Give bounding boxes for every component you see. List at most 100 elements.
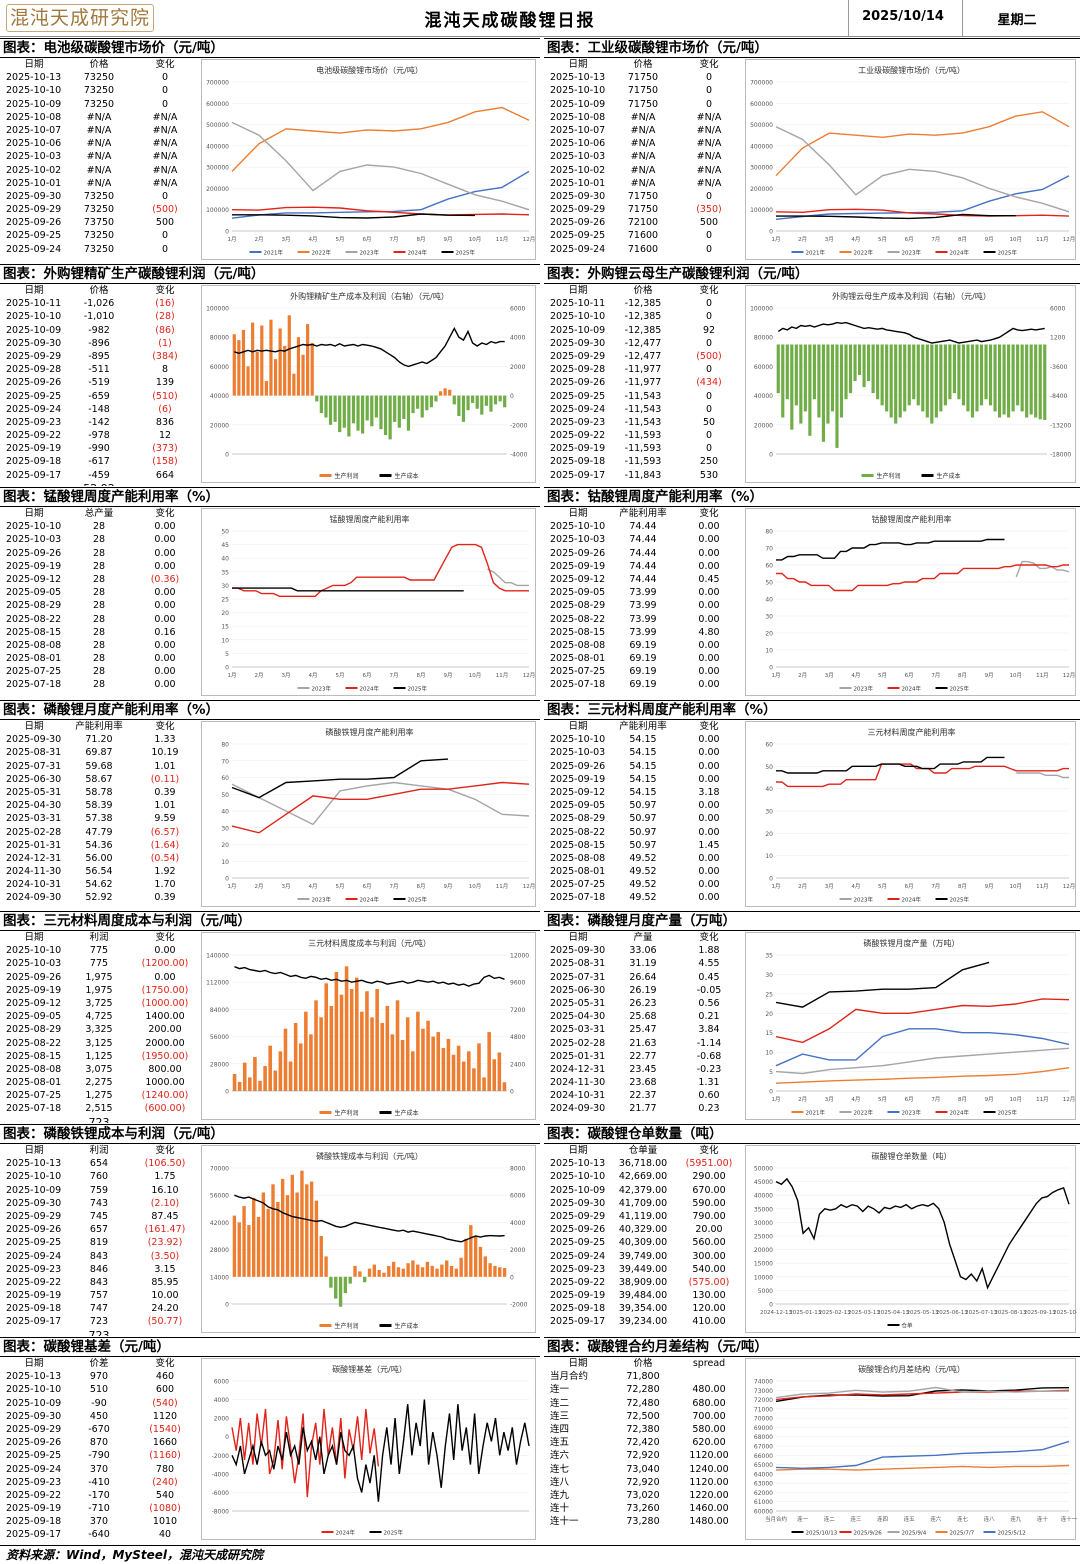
panel-title: 图表：碳酸锂基差（元/吨）	[0, 1337, 540, 1357]
x-tick-label: 3月	[825, 236, 834, 243]
panel-p1: 图表：电池级碳酸锂市场价（元/吨） 日期 价格 变化 2025-10-13 73250 0 2…	[0, 38, 540, 263]
table-cell: 0	[705, 390, 713, 402]
legend-swatch	[839, 1531, 852, 1533]
x-tick-label: 12月	[1063, 1096, 1076, 1103]
table-cell: 2025-09-18	[6, 456, 62, 468]
legend-swatch	[887, 251, 900, 253]
table-cell: (1000.00)	[141, 997, 189, 1009]
x-tick-label: 1月	[228, 236, 237, 243]
table-row: 2025-09-22 38,909.00 (575.00)	[544, 1276, 744, 1289]
series-line	[487, 568, 529, 587]
table-cell: 2025-09-24	[6, 1250, 62, 1262]
profit-bar	[440, 1264, 444, 1277]
table-cell: 139	[155, 377, 175, 389]
data-table: 日期 价格 变化 2025-10-13 71750 0 2025-10-10 71750 0 20…	[544, 58, 744, 256]
table-row: 2025-10-09 -982 (86)	[0, 324, 200, 337]
table-row: 2025-09-18 -617 (158)	[0, 455, 200, 468]
y-tick-label: 60	[765, 563, 773, 570]
profit-bar	[997, 344, 1002, 418]
table-row: 连十 73,260 1460.00	[544, 1502, 744, 1515]
profit-bar	[237, 1081, 242, 1091]
profit-bar	[431, 1036, 435, 1091]
table-cell: 2025-10-13	[6, 1158, 62, 1170]
table-row: 2025-08-29 28 0.00	[0, 599, 200, 612]
table-cell: -11,543	[624, 403, 662, 415]
y-tick-label: 10	[765, 648, 773, 655]
profit-bar	[278, 328, 282, 396]
table-cell: 670.00	[692, 1184, 726, 1196]
table-cell: 2025-09-30	[6, 190, 62, 202]
table-cell: 2000.00	[145, 1037, 185, 1049]
profit-bar	[1034, 344, 1038, 418]
table-cell: 当月合约	[550, 1371, 589, 1383]
profit-bar	[812, 344, 816, 400]
profit-bar	[388, 395, 392, 440]
table-cell: -459	[88, 469, 110, 481]
table-cell: 2025-08-22	[6, 613, 62, 625]
profit-bar	[441, 1047, 446, 1091]
profit-bar	[434, 395, 438, 402]
chart-svg: 碳酸锂仓单数量（吨） 0 5000 10000 15000 20000 25000 30000…	[754, 1151, 1077, 1330]
table-cell: 0.45	[698, 971, 720, 983]
table-cell: 41,119.00	[618, 1210, 668, 1222]
table-cell: (1160)	[149, 1450, 181, 1462]
profit-bar	[315, 395, 319, 402]
table-row: 2025-09-23 39,449.00 540.00	[544, 1263, 744, 1276]
series-line	[775, 208, 1070, 217]
table-cell: 2025-10-09	[6, 98, 62, 110]
legend-swatch	[791, 251, 804, 253]
legend-swatch	[319, 1324, 332, 1327]
y-tick-label: 40000	[210, 393, 229, 400]
legend-label: 2023年	[902, 1109, 922, 1117]
table-cell: 56.54	[85, 866, 113, 878]
table-cell: (1)	[158, 337, 172, 349]
table-cell: 2025-09-17	[6, 469, 62, 481]
table-cell: 2025-01-31	[550, 1050, 606, 1062]
profit-bar	[396, 1267, 401, 1277]
table-cell: 连六	[550, 1450, 570, 1462]
chart-title: 工业级碳酸锂市场价（元/吨）	[858, 65, 965, 75]
table-cell: 2025-03-31	[6, 813, 62, 825]
profit-bar	[862, 344, 866, 388]
table-row: 2025-08-31 31.19 4.55	[544, 957, 744, 970]
table-row: 2025-09-23 846 3.15	[0, 1263, 200, 1276]
profit-bar	[916, 344, 920, 406]
y-tick-label: 300000	[750, 165, 773, 172]
panel-title: 图表：外购锂云母生产碳酸锂利润（元/吨）	[544, 264, 1080, 284]
table-cell: 28	[92, 626, 106, 638]
table-row: 2025-07-25 28 0.00	[0, 665, 200, 678]
profit-bar	[273, 1070, 278, 1091]
profit-bar	[452, 395, 456, 405]
table-cell: 2025-09-05	[550, 587, 606, 599]
table-cell: -170	[88, 1489, 110, 1501]
table-header-row: 日期 利润 变化	[0, 931, 200, 944]
table-cell: 0.00	[154, 613, 176, 625]
table-cell: #N/A	[630, 164, 656, 176]
y-tick-label: 28000	[210, 1247, 229, 1254]
legend-swatch	[379, 1324, 392, 1327]
legend-label: 2024年	[336, 1529, 356, 1537]
table-cell: 2025-09-26	[550, 547, 606, 559]
chart-p12: 碳酸锂仓单数量（吨） 0 5000 10000 15000 20000 25000 30000…	[745, 1145, 1077, 1333]
table-header-row: 日期 利润 变化	[0, 1144, 200, 1157]
table-cell: 2025-08-22	[550, 613, 606, 625]
series-line	[776, 763, 1069, 788]
data-table: 日期 产能利用率 变化 2025-10-10 74.44 0.00 2025-10-03 74…	[544, 507, 744, 692]
y-tick-label: 65000	[754, 1462, 773, 1469]
panel-title: 图表：三元材料周度产能利用率（%）	[544, 700, 1080, 720]
table-row: 连三 72,500 700.00	[544, 1410, 744, 1423]
table-cell: -0.23	[696, 1063, 722, 1075]
table-cell: 0	[161, 190, 169, 202]
profit-bar	[353, 1265, 357, 1277]
y-tick-label: 0	[225, 229, 229, 236]
table-cell: 2025-09-25	[550, 1237, 606, 1249]
table-row: 2025-09-25 -659 (510)	[0, 390, 200, 403]
y-tick-label: 40	[221, 556, 229, 563]
x-tick-label: 5月	[878, 1096, 887, 1103]
table-cell: -670	[88, 1423, 110, 1435]
legend-label: 2025年	[998, 249, 1018, 257]
table-cell: 200.00	[148, 1024, 182, 1036]
table-cell: 510	[89, 1384, 109, 1396]
table-cell: 49.52	[629, 879, 657, 891]
table-row: 2025-10-01 #N/A #N/A	[0, 177, 200, 190]
